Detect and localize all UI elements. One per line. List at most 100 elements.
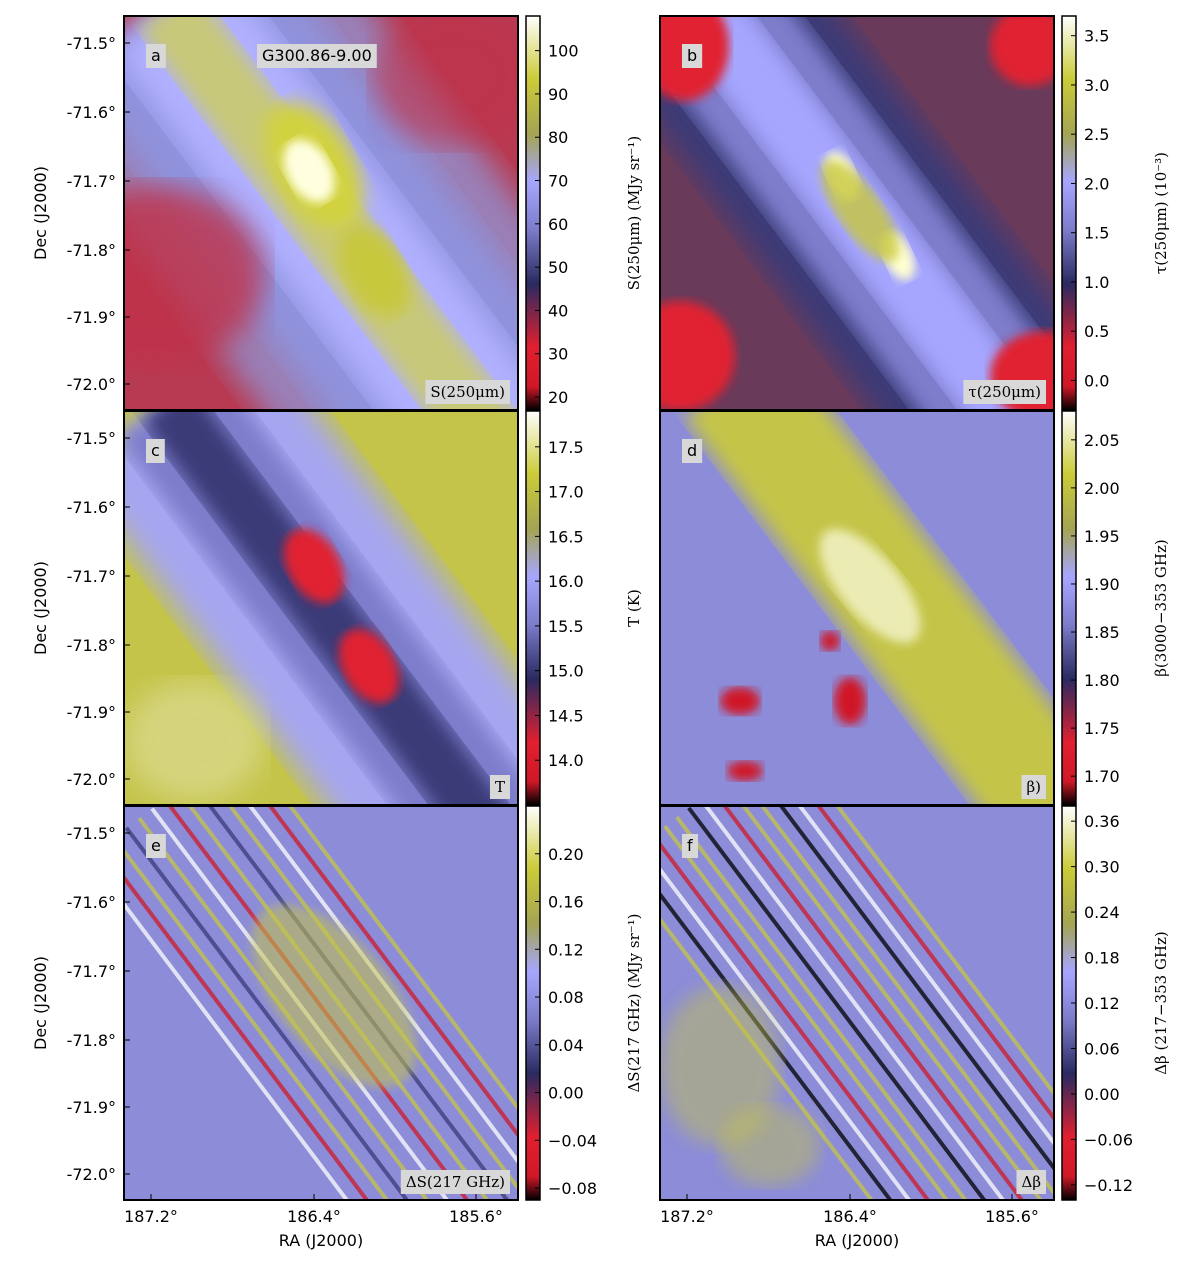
map-structure [283,139,335,203]
map-structure [660,986,780,1146]
colorbar-tick-label: 0.16 [548,893,584,912]
badge-text: c [151,441,160,460]
map-structure [699,806,1040,1200]
colorbar-tick-label: 15.0 [548,662,584,681]
badge-background [489,775,510,799]
panels-layer: a G300.86-9.00 S(250μm) -71.5° -71.6° -71.7° -… [31,15,1170,1250]
colorbar-tick-label: 0.36 [1084,812,1120,831]
panel-f: f Δβ 187.2° 186.4° 185.6° RA (J2000) −0.12 −0.0… [659,805,1170,1250]
y-tick-label: -72.0° [67,375,116,394]
badge-text: S(250μm) [430,383,505,401]
colorbar-tick-label: 3.0 [1084,76,1109,95]
colorbar [526,806,540,1200]
badge-text: b [687,46,697,65]
colorbar-tick-label: 2.00 [1084,479,1120,498]
colorbar-tick-label: 0.12 [548,940,584,959]
x-tick-label: 187.2° [124,1207,178,1226]
panel-badge: b [682,44,703,68]
map-structure [720,1106,820,1186]
colorbar-tick-label: 17.5 [548,438,584,457]
colorbar-title: τ(250μm) (10⁻³) [1152,152,1170,274]
y-tick-label: -71.9° [67,1098,116,1117]
y-tick-label: -71.5° [67,429,116,448]
map-structure [124,855,427,1200]
panel-badge: β) [1021,775,1046,799]
colorbar-title: β(3000−353 GHz) [1152,539,1170,676]
colorbar-tick-label: −0.06 [1084,1130,1133,1149]
badge-background [1016,1170,1046,1194]
colorbar [1062,806,1076,1200]
colorbar-frame [525,410,541,806]
badge-text: T [495,778,505,796]
badge-background [146,439,165,463]
map-structure [374,16,518,146]
x-axis-title: RA (J2000) [815,1231,899,1250]
x-tick-label: 187.2° [660,1207,714,1226]
map-structure [660,301,735,410]
colorbar-tick-label: 16.5 [548,527,584,546]
map-structure [819,529,921,643]
panel-c: c T -71.5° -71.6° -71.7° -71.8° -71.9° -72.0° De… [31,410,643,806]
colorbar [1062,16,1076,410]
colorbar-tick-label: 90 [548,85,568,104]
panel-badge: f [682,834,698,858]
colorbar-frame [1061,15,1077,411]
colorbar-title: ΔS(217 GHz) (MJy sr⁻¹) [625,913,643,1092]
colorbar-tick-label: 15.5 [548,617,584,636]
colorbar-tick-label: 1.0 [1084,273,1109,292]
map-structure [759,806,1054,1200]
colorbar-tick-label: 0.06 [1084,1039,1120,1058]
map-structure [660,833,992,1200]
map-structure [711,806,1052,1200]
y-tick-label: -71.7° [67,172,116,191]
colorbar-tick-label: 0.18 [1084,949,1120,968]
x-tick-label: 186.4° [287,1207,341,1226]
colorbar-tick-label: 17.0 [548,483,584,502]
x-axis-title: RA (J2000) [279,1231,363,1250]
map-structure [821,160,899,262]
panel-e: e ΔS(217 GHz) -71.5° -71.6° -71.7° -71.8° -71.… [31,805,643,1250]
colorbar-tick-label: 100 [548,42,579,61]
x-tick-label: 185.6° [985,1207,1039,1226]
badge-background [146,44,166,68]
panel-map [660,16,1054,410]
y-tick-label: -71.9° [67,308,116,327]
colorbar-tick-label: −0.12 [1084,1176,1133,1195]
panel-badge: e [146,834,166,858]
panel-frame [123,805,519,1201]
y-tick-label: -72.0° [67,770,116,789]
colorbar-tick-label: 1.95 [1084,527,1120,546]
panel-badge: c [146,439,165,463]
colorbar-tick-label: 14.0 [548,751,584,770]
panel-badge: d [682,439,703,463]
badge-background [146,834,166,858]
y-tick-label: -71.9° [67,703,116,722]
colorbar-title: Δβ (217−353 GHz) [1152,931,1170,1075]
map-structure [720,687,760,715]
colorbar-tick-label: 80 [548,128,568,147]
map-structure [675,815,1016,1200]
colorbar-tick-label: 60 [548,215,568,234]
x-tick-label: 185.6° [449,1207,503,1226]
colorbar-tick-label: 30 [548,345,568,364]
map-structure [735,806,1054,1200]
map-structure [124,836,453,1200]
badge-background [400,1170,510,1194]
panel-badge: G300.86-9.00 [257,44,377,68]
y-axis-title: Dec (J2000) [31,166,50,260]
colorbar-tick-label: 0.0 [1084,371,1109,390]
colorbar-tick-label: 14.5 [548,706,584,725]
badge-background [682,44,703,68]
badge-text: ΔS(217 GHz) [406,1173,505,1191]
panel-map [660,806,1054,1200]
badge-text: Δβ [1021,1173,1041,1191]
y-tick-label: -71.6° [67,498,116,517]
map-structure [283,529,345,603]
colorbar-tick-label: 0.30 [1084,858,1120,877]
colorbar-tick-label: 1.70 [1084,767,1120,786]
panel-badge: S(250μm) [425,380,510,404]
panel-map [124,16,518,410]
colorbar [526,16,540,410]
map-structure [771,806,1054,1194]
